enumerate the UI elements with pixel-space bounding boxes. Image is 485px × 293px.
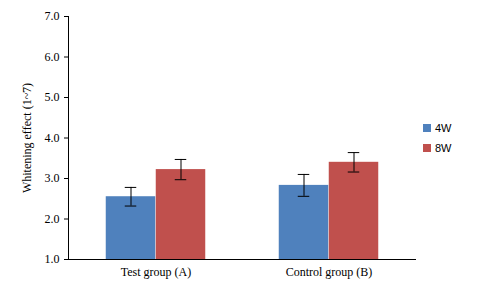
html-text:4W: 4W (435, 121, 452, 134)
svg-text:3.0: 3.0 (45, 171, 60, 185)
svg-text:Control group (B): Control group (B) (286, 265, 373, 279)
svg-text:7.0: 7.0 (45, 9, 60, 23)
svg-text:5.0: 5.0 (45, 90, 60, 104)
svg-text:6.0: 6.0 (45, 50, 60, 64)
svg-text:4.0: 4.0 (45, 131, 60, 145)
svg-text:1.0: 1.0 (45, 252, 60, 266)
svg-text:2.0: 2.0 (45, 212, 60, 226)
html-text:8W: 8W (435, 141, 452, 154)
svg-text:Whitening effect (1~7): Whitening effect (1~7) (20, 83, 34, 193)
svg-text:Test group (A): Test group (A) (121, 265, 191, 279)
